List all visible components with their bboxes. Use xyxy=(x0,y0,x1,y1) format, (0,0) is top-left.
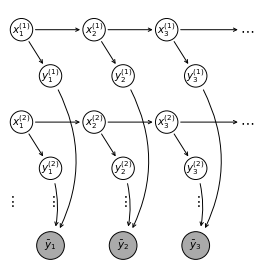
Text: $\vdots$: $\vdots$ xyxy=(46,194,55,209)
Circle shape xyxy=(156,18,178,41)
Text: $x_1^{(1)}$: $x_1^{(1)}$ xyxy=(12,21,31,39)
Circle shape xyxy=(10,111,33,133)
Text: $\bar{y}_1$: $\bar{y}_1$ xyxy=(44,238,57,253)
Text: $x_1^{(2)}$: $x_1^{(2)}$ xyxy=(12,113,31,131)
Text: $\cdots$: $\cdots$ xyxy=(240,115,254,129)
Text: $y_2^{(1)}$: $y_2^{(1)}$ xyxy=(114,67,132,85)
Text: $x_2^{(2)}$: $x_2^{(2)}$ xyxy=(85,113,103,131)
Text: $y_3^{(2)}$: $y_3^{(2)}$ xyxy=(187,159,205,177)
Text: $y_2^{(2)}$: $y_2^{(2)}$ xyxy=(114,159,132,177)
Text: $y_3^{(1)}$: $y_3^{(1)}$ xyxy=(187,67,205,85)
Circle shape xyxy=(83,111,105,133)
Text: $x_2^{(1)}$: $x_2^{(1)}$ xyxy=(85,21,103,39)
Text: $\vdots$: $\vdots$ xyxy=(5,194,14,209)
Text: $y_1^{(1)}$: $y_1^{(1)}$ xyxy=(41,67,60,85)
Circle shape xyxy=(112,157,134,180)
Circle shape xyxy=(112,65,134,87)
Text: $\cdots$: $\cdots$ xyxy=(240,23,254,37)
Circle shape xyxy=(184,157,207,180)
Circle shape xyxy=(37,232,64,259)
Text: $x_3^{(1)}$: $x_3^{(1)}$ xyxy=(157,21,176,39)
Circle shape xyxy=(182,232,210,259)
FancyArrowPatch shape xyxy=(127,184,131,225)
Circle shape xyxy=(39,157,62,180)
FancyArrowPatch shape xyxy=(203,90,221,227)
Text: $\bar{y}_2$: $\bar{y}_2$ xyxy=(117,238,129,253)
FancyArrowPatch shape xyxy=(200,184,203,225)
Circle shape xyxy=(39,65,62,87)
Circle shape xyxy=(83,18,105,41)
Circle shape xyxy=(156,111,178,133)
FancyArrowPatch shape xyxy=(58,90,76,227)
FancyArrowPatch shape xyxy=(55,184,58,225)
Circle shape xyxy=(10,18,33,41)
Text: $y_1^{(2)}$: $y_1^{(2)}$ xyxy=(41,159,60,177)
Circle shape xyxy=(184,65,207,87)
FancyArrowPatch shape xyxy=(131,90,149,227)
Text: $\vdots$: $\vdots$ xyxy=(118,194,128,209)
Text: $\bar{y}_3$: $\bar{y}_3$ xyxy=(190,238,202,253)
Circle shape xyxy=(109,232,137,259)
Text: $\vdots$: $\vdots$ xyxy=(191,194,201,209)
Text: $x_3^{(2)}$: $x_3^{(2)}$ xyxy=(157,113,176,131)
